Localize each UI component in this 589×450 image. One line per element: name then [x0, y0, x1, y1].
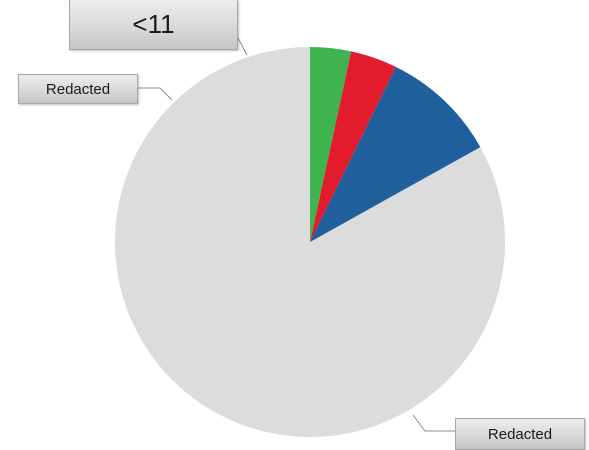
data-label-blue-slice: Redacted — [18, 74, 138, 104]
pie-slices — [114, 47, 505, 438]
pie-slice-2 — [310, 51, 396, 242]
leader-lines — [138, 37, 455, 432]
data-label-small-slices: <11 — [69, 0, 238, 50]
leader-line-small-slices — [237, 37, 248, 56]
data-label-large-slice: Redacted — [455, 418, 585, 450]
pie-slice-1 — [310, 66, 481, 242]
pie-slice-3 — [310, 47, 352, 242]
pie-slice-0 — [114, 47, 505, 438]
leader-line-blue-slice — [138, 87, 173, 101]
leader-line-large-slice — [412, 414, 455, 432]
